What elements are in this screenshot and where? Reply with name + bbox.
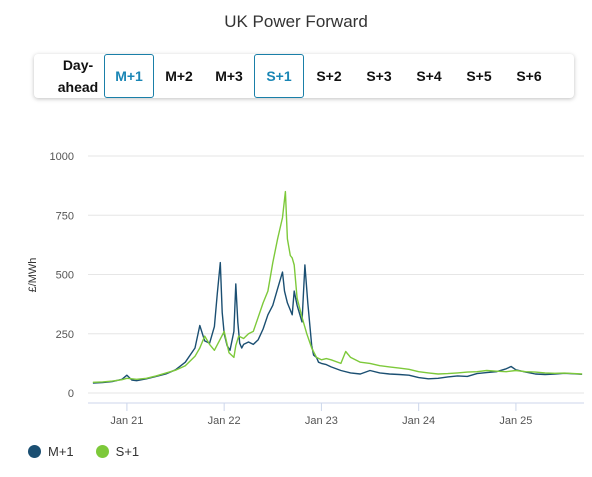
tab-m3[interactable]: M+3 bbox=[204, 54, 254, 98]
y-tick-label: 0 bbox=[68, 388, 74, 400]
x-tick-label: Jan 23 bbox=[305, 415, 338, 427]
series-line-m1 bbox=[92, 261, 583, 384]
tab-s2[interactable]: S+2 bbox=[304, 54, 354, 98]
x-axis: Jan 21 Jan 22 Jan 23 Jan 24 Jan 25 bbox=[88, 402, 584, 427]
y-tick-label: 250 bbox=[56, 329, 74, 341]
tab-label: S+4 bbox=[416, 68, 442, 84]
tab-label: M+2 bbox=[165, 68, 193, 84]
chart-legend: M+1 S+1 bbox=[28, 444, 161, 459]
y-tick-label: 1000 bbox=[50, 151, 74, 163]
tab-s5[interactable]: S+5 bbox=[454, 54, 504, 98]
y-tick-label: 750 bbox=[56, 210, 74, 222]
x-tick-label: Jan 25 bbox=[499, 415, 532, 427]
legend-item-s1[interactable]: S+1 bbox=[95, 444, 140, 459]
tab-s6[interactable]: S+6 bbox=[504, 54, 554, 98]
y-axis-label: £/MWh bbox=[27, 258, 39, 293]
legend-swatch-s1 bbox=[95, 445, 109, 458]
grid-lines bbox=[88, 155, 584, 394]
legend-item-m1[interactable]: M+1 bbox=[28, 444, 74, 459]
legend-label: M+1 bbox=[48, 444, 74, 459]
tab-label: S+1 bbox=[266, 68, 292, 84]
y-axis-ticks: 0 250 500 750 1000 bbox=[50, 151, 74, 400]
tab-dayahead[interactable]: Day-ahead bbox=[52, 54, 104, 98]
tab-label: S+5 bbox=[466, 68, 492, 84]
tab-s4[interactable]: S+4 bbox=[404, 54, 454, 98]
tab-label: Day-ahead bbox=[57, 57, 99, 95]
chart-title: UK Power Forward bbox=[224, 12, 368, 31]
series-line-s1 bbox=[92, 190, 583, 383]
tab-m1[interactable]: M+1 bbox=[104, 54, 154, 98]
tab-label: S+6 bbox=[516, 68, 542, 84]
tab-label: M+3 bbox=[215, 68, 243, 84]
x-tick-label: Jan 21 bbox=[110, 415, 143, 427]
x-tick-label: Jan 22 bbox=[208, 415, 241, 427]
tab-label: S+2 bbox=[316, 68, 342, 84]
tenor-selector: Day-ahead M+1 M+2 M+3 S+1 S+2 S+3 S+4 S+… bbox=[34, 54, 574, 98]
tab-m2[interactable]: M+2 bbox=[154, 54, 204, 98]
y-tick-label: 500 bbox=[56, 270, 74, 282]
series-lines bbox=[92, 190, 583, 384]
legend-label: S+1 bbox=[115, 444, 140, 459]
tab-s3[interactable]: S+3 bbox=[354, 54, 404, 98]
legend-swatch-m1 bbox=[28, 445, 41, 458]
tab-label: S+3 bbox=[366, 68, 392, 84]
tab-s1[interactable]: S+1 bbox=[254, 54, 304, 98]
tab-label: M+1 bbox=[115, 68, 143, 84]
x-tick-label: Jan 24 bbox=[402, 415, 435, 427]
